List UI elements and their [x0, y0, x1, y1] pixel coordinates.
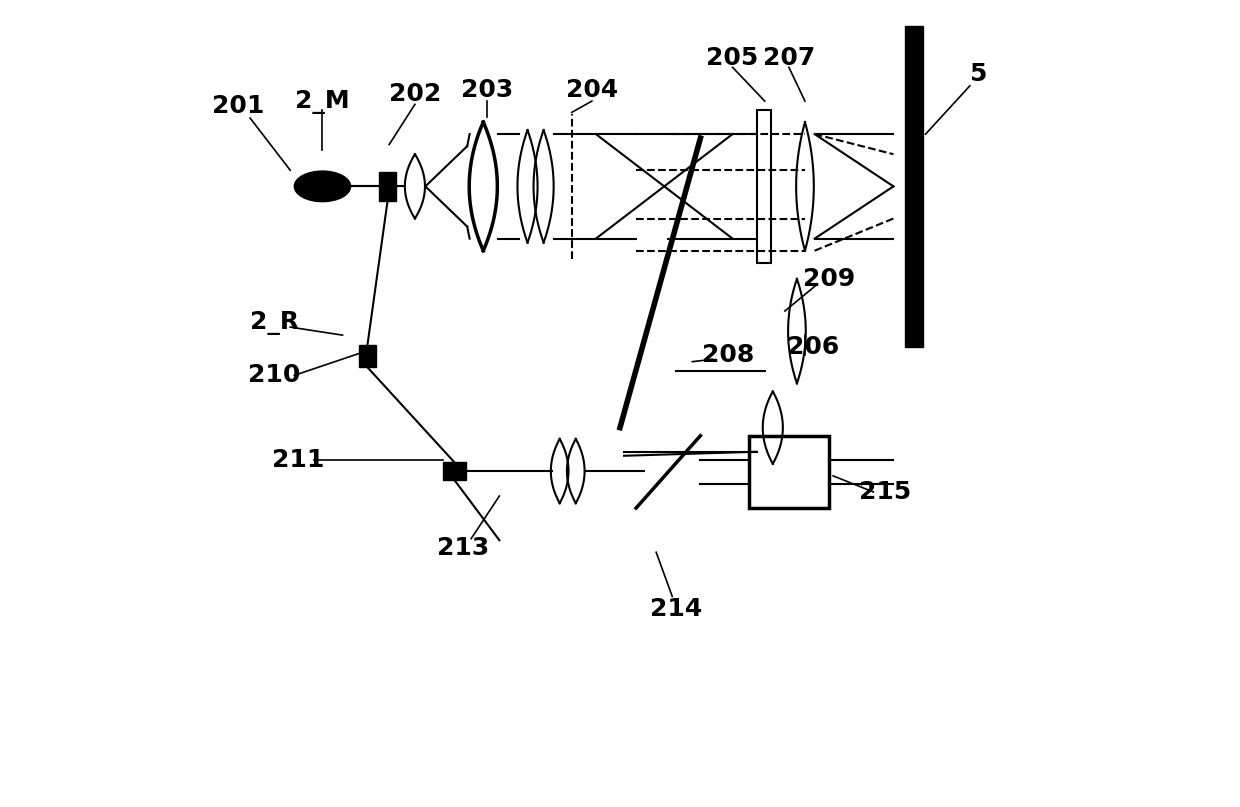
- Text: 209: 209: [804, 267, 856, 291]
- Bar: [378, 172, 397, 201]
- Bar: [358, 345, 376, 367]
- Text: 203: 203: [461, 77, 513, 102]
- Text: 210: 210: [248, 363, 300, 387]
- Text: 213: 213: [436, 537, 490, 560]
- Text: 205: 205: [707, 46, 759, 69]
- Text: 2_M: 2_M: [295, 90, 350, 114]
- Bar: [443, 462, 465, 480]
- Text: 211: 211: [272, 448, 325, 472]
- Text: 207: 207: [763, 46, 815, 69]
- Text: 201: 201: [212, 94, 264, 118]
- Text: 5: 5: [970, 62, 987, 86]
- Text: 2_R: 2_R: [249, 311, 299, 335]
- Text: 208: 208: [702, 343, 755, 367]
- Text: 214: 214: [650, 596, 702, 621]
- Text: 215: 215: [859, 480, 911, 504]
- Ellipse shape: [294, 171, 351, 202]
- Bar: [749, 436, 830, 508]
- Bar: [756, 110, 771, 263]
- Text: 202: 202: [389, 82, 441, 106]
- Text: 206: 206: [787, 335, 839, 359]
- Bar: [905, 26, 924, 347]
- Text: 204: 204: [565, 77, 618, 102]
